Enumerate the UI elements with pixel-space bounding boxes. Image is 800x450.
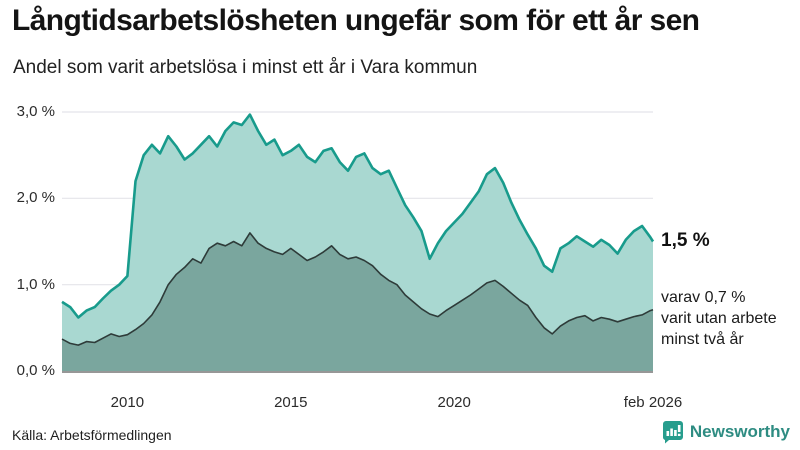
x-tick-label: feb 2026 (623, 394, 683, 411)
annotation-line: minst två år (661, 330, 744, 348)
brand-name: Newsworthy (689, 422, 790, 441)
annotation-two-year-share: varav 0,7 % varit utan arbete minst två … (661, 287, 777, 350)
y-tick-label: 3,0 % (16, 103, 55, 120)
series-area (62, 232, 653, 371)
series-line (61, 232, 654, 346)
source-note: Källa: Arbetsförmedlingen (12, 427, 172, 443)
chart-title: Långtidsarbetslösheten ungefär som för e… (12, 4, 700, 37)
y-tick-label: 0,0 % (16, 362, 55, 379)
annotation-latest-value: 1,5 % (661, 229, 710, 251)
newsworthy-icon (662, 421, 683, 444)
y-tick-label: 1,0 % (16, 275, 55, 293)
chart-subtitle: Andel som varit arbetslösa i minst ett å… (13, 57, 478, 78)
y-tick-label: 2,0 % (16, 189, 55, 207)
x-tick-label: 2010 (110, 394, 145, 411)
annotation-line: varit utan arbete (661, 309, 777, 327)
x-tick-label: 2015 (274, 394, 308, 411)
annotation-line: varav 0,7 % (661, 288, 746, 306)
series-line (61, 113, 655, 319)
x-tick-label: 2020 (437, 394, 471, 411)
brand-logo: Newsworthy (662, 420, 790, 444)
series-areas (61, 113, 655, 371)
